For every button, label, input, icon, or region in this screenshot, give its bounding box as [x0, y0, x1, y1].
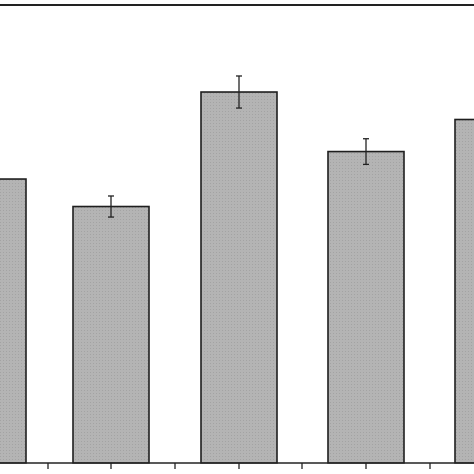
bar — [200, 91, 278, 464]
error-bars — [108, 75, 369, 218]
bar — [327, 150, 405, 464]
error-bar — [108, 195, 114, 218]
bar — [454, 118, 474, 464]
error-bar — [236, 75, 242, 109]
bar — [72, 205, 150, 464]
bars — [0, 91, 474, 464]
bar — [0, 178, 27, 464]
error-bar — [363, 138, 369, 166]
x-axis-ticks — [47, 463, 431, 469]
